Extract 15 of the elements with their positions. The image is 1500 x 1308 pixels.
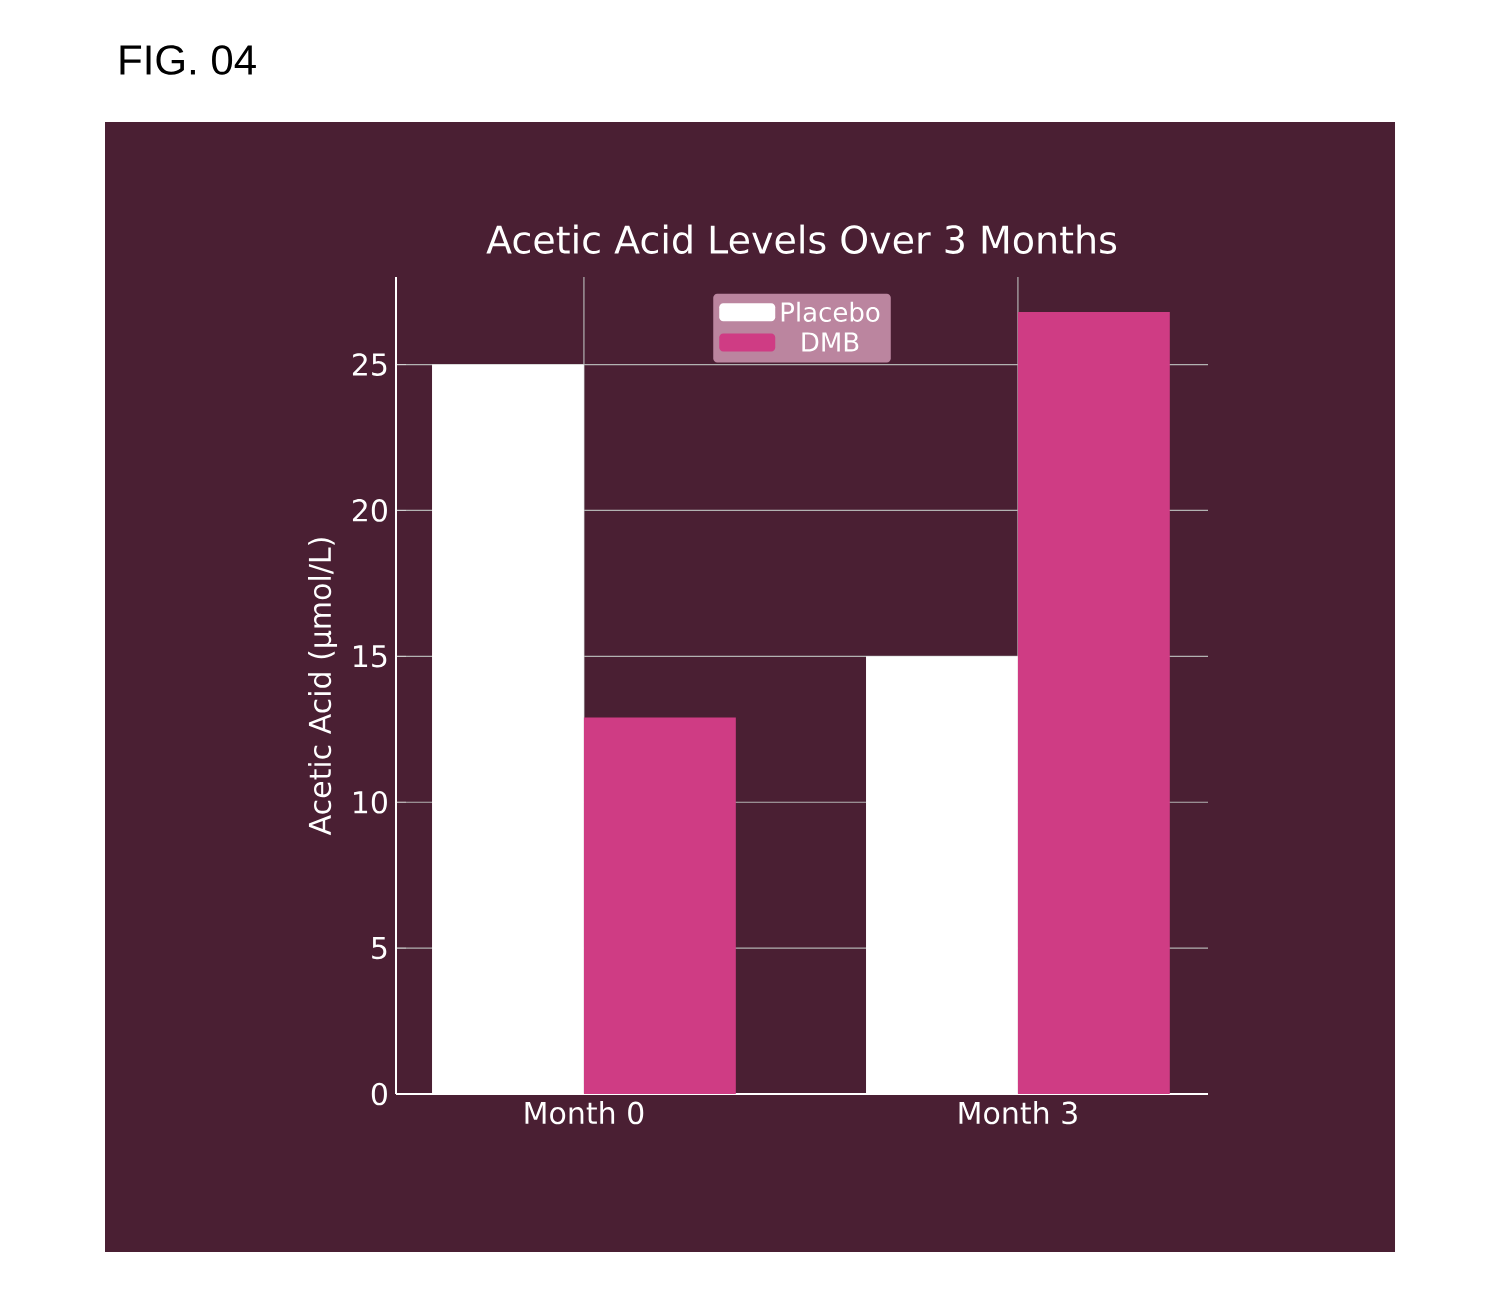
legend-label: DMB [802, 332, 859, 352]
bar [1017, 312, 1170, 1095]
y-tick-label: 10 [354, 790, 387, 814]
x-tick-label: Month 3 [959, 1101, 1077, 1125]
legend-label: Placebo [781, 301, 880, 322]
x-tick-label: Month 0 [525, 1101, 644, 1125]
caption: FIG. 04 [120, 45, 256, 75]
y-tick-label: 20 [352, 499, 387, 522]
bar [583, 717, 736, 1095]
y-tick-label: 15 [354, 645, 387, 668]
y-tick-label: 0 [371, 1082, 387, 1106]
y-axis-title: Acetic Acid (µmol/L) [308, 538, 338, 836]
y-tick-label: 25 [352, 353, 387, 376]
y-tick-label: 5 [372, 936, 387, 960]
chart-title: Acetic Acid Levels Over 3 Months [486, 224, 1117, 254]
